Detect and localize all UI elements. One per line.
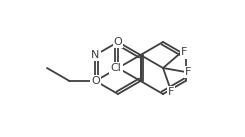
Text: N: N [91, 50, 100, 60]
Text: O: O [91, 76, 100, 86]
Text: O: O [114, 37, 122, 47]
Text: N: N [91, 76, 100, 86]
Text: F: F [181, 47, 187, 57]
Text: F: F [185, 67, 191, 77]
Text: F: F [168, 87, 174, 97]
Text: Cl: Cl [110, 63, 122, 73]
